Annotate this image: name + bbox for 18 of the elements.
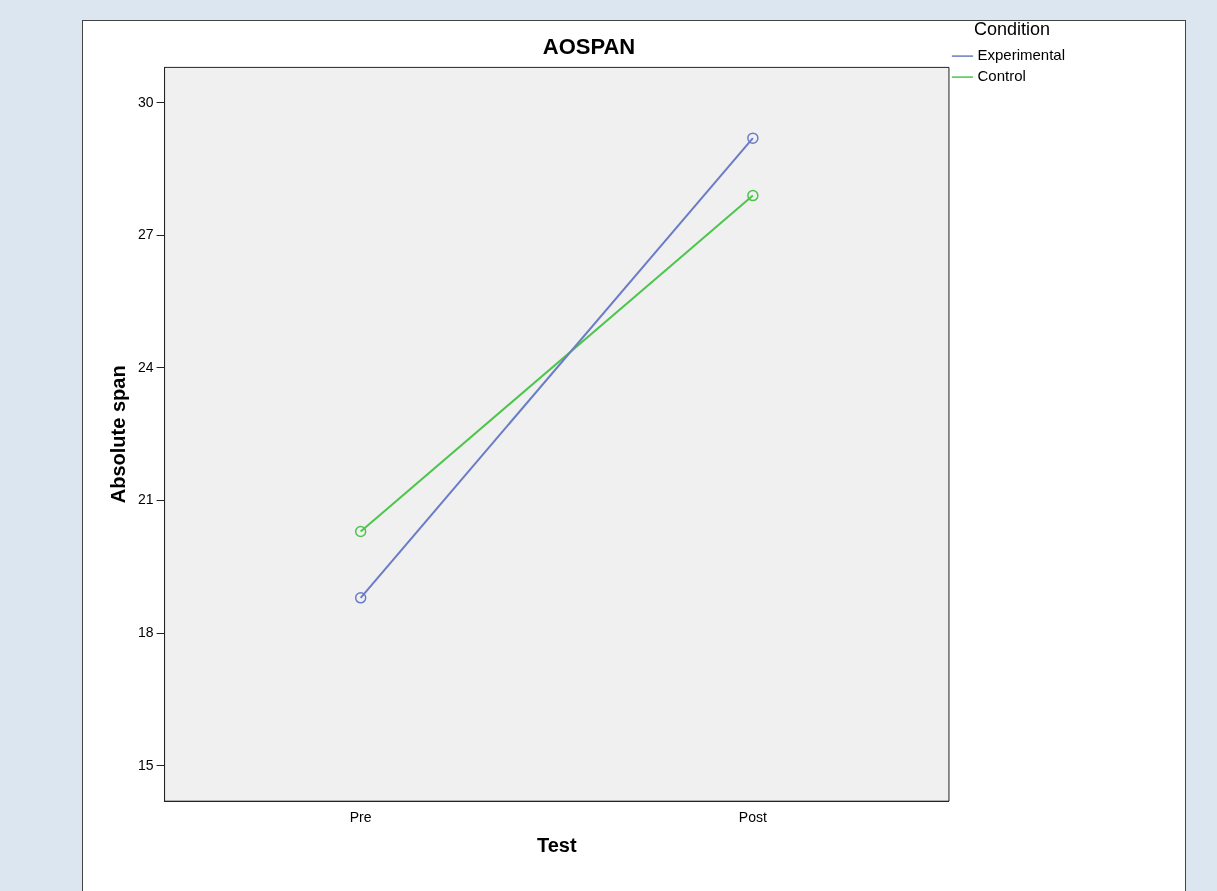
point [354,525,367,538]
x-tick-label: Pre [349,809,372,826]
point [354,592,367,604]
y-tick-label: 30 [137,93,154,110]
chart-title: AOSPAN [542,34,636,60]
point [747,132,759,144]
y-tick-label: 27 [137,226,154,243]
y-axis-title: Absolute span [106,365,129,504]
y-tick-label: 24 [137,358,154,375]
legend-label: Experimental [977,46,1066,64]
y-tick-label: 21 [137,491,154,508]
point [747,189,759,202]
x-axis-title: Test [536,833,577,856]
y-tick-label: 18 [137,624,154,641]
y-tick-label: 15 [137,756,154,773]
legend-title: Condition [973,18,1051,39]
legend-label: Control [977,67,1026,85]
x-tick-label: Post [738,809,767,826]
